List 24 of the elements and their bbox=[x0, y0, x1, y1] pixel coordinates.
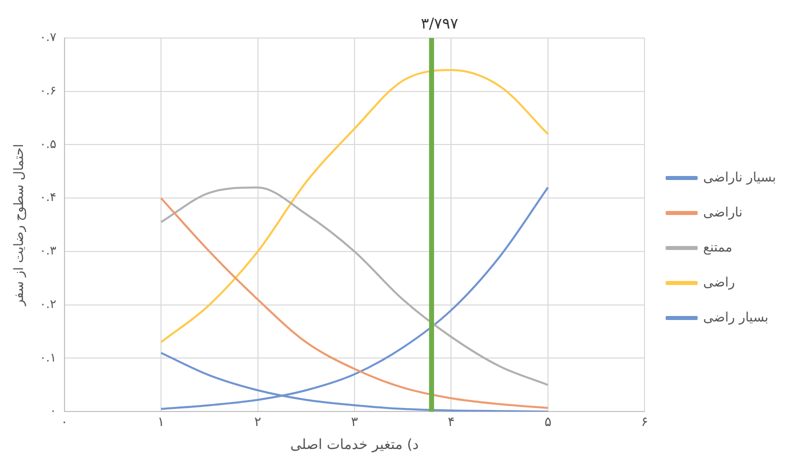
x-tick-label: ۵ bbox=[544, 414, 552, 430]
legend-label: بسیار راضی bbox=[703, 310, 768, 326]
x-axis-title: د) متغیر خدمات اصلی bbox=[290, 437, 419, 454]
y-tick-label: ۰.۳ bbox=[40, 244, 57, 258]
legend-label: ممتنع bbox=[703, 240, 732, 256]
x-tick-label: ۳ bbox=[350, 414, 358, 430]
y-tick-label: ۰.۲ bbox=[40, 296, 56, 311]
x-tick-label: ۴ bbox=[448, 414, 455, 430]
y-tick-label: ۰ bbox=[50, 404, 56, 418]
y-axis-title: احتمال سطوح رضایت از سفر bbox=[12, 144, 28, 307]
x-tick-label: ۱ bbox=[158, 414, 165, 430]
y-tick-label: ۰.۷ bbox=[40, 30, 57, 44]
x-tick-label: ۰ bbox=[60, 414, 68, 430]
legend-label: بسیار ناراضی bbox=[703, 170, 776, 186]
legend-label: ناراضی bbox=[703, 205, 742, 220]
y-tick-label: ۰.۴ bbox=[40, 190, 56, 204]
line-series bbox=[160, 69, 549, 344]
ref-line-label: ۳/۷۹۷ bbox=[420, 14, 458, 32]
x-tick-label: ۲ bbox=[254, 414, 262, 430]
legend-label: راضی bbox=[703, 275, 735, 290]
y-tick-label: ۰.۵ bbox=[40, 136, 56, 151]
x-tick-label: ۶ bbox=[641, 414, 648, 430]
y-tick-label: ۰.۶ bbox=[40, 83, 56, 98]
y-tick-label: ۰.۱ bbox=[40, 350, 56, 364]
